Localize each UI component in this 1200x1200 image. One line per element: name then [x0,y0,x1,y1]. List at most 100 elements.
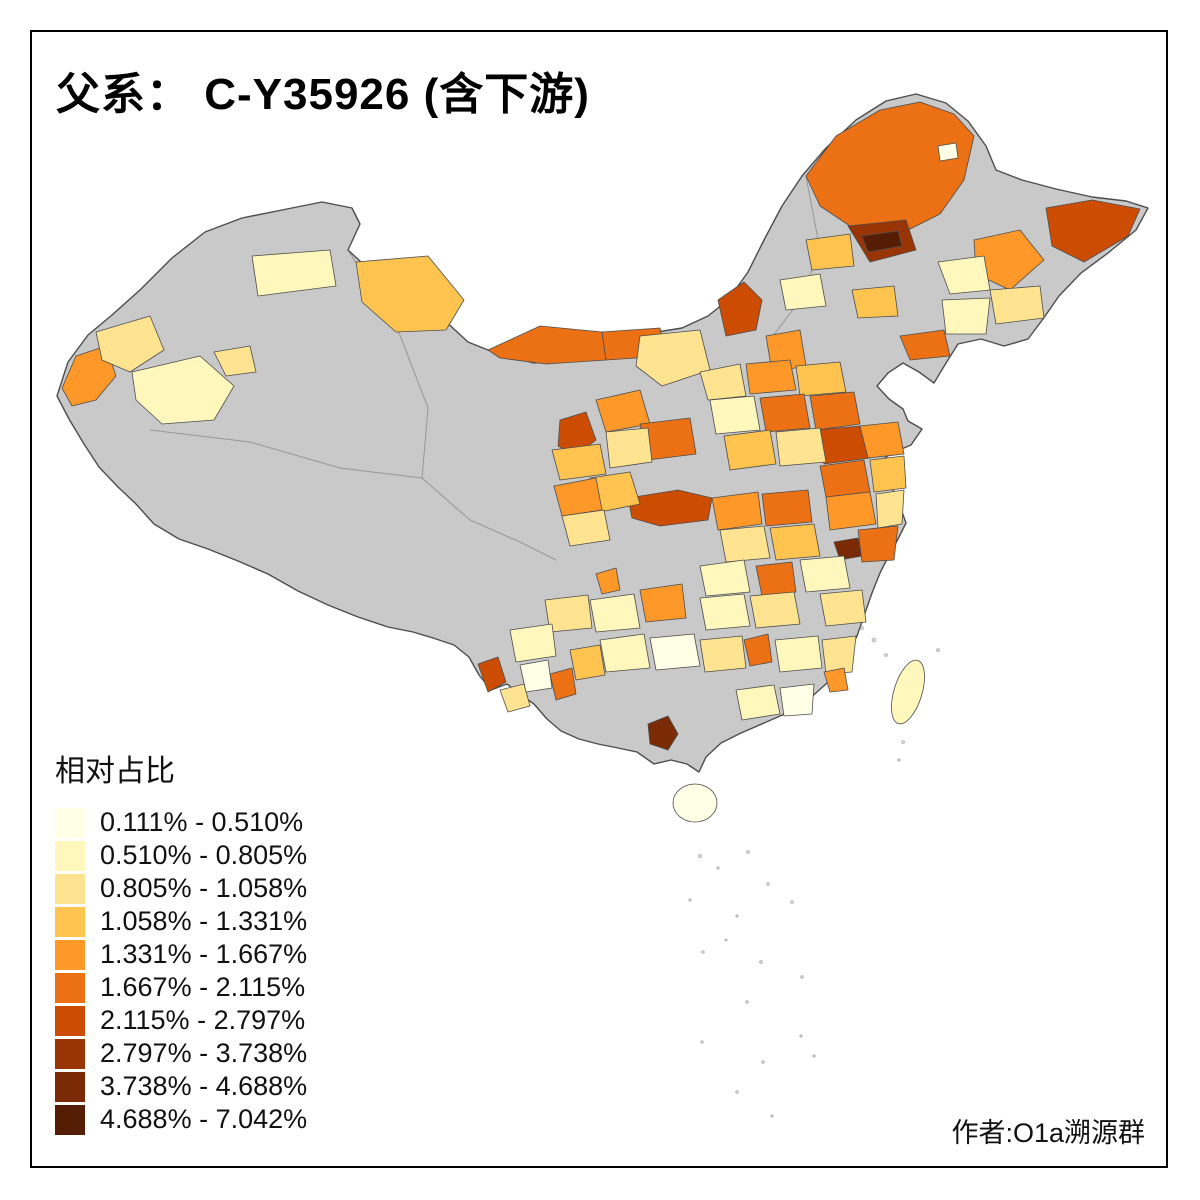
map-region [627,489,713,527]
island [770,1114,774,1118]
legend-title: 相对占比 [55,755,175,788]
map-region [595,567,621,595]
map-region [809,391,861,431]
map-region [477,656,507,693]
island [766,882,770,886]
map-region [743,633,773,667]
legend-row: 0.510% - 0.805% [55,839,307,872]
legend-row: 1.331% - 1.667% [55,938,307,971]
map-region [989,285,1045,325]
map-region [551,443,607,481]
map-region [213,345,257,377]
map-region [745,359,797,395]
map-region [672,783,718,823]
map-region [251,249,337,297]
map-region [61,345,117,407]
island [700,1040,704,1044]
map-region [795,361,847,397]
legend-label: 1.058% - 1.331% [100,906,308,936]
map-region [774,635,823,673]
map-region [823,667,849,693]
island [701,950,705,954]
legend-swatch [55,972,85,1003]
map-region [544,594,593,633]
map-region [699,363,747,401]
island [746,850,750,854]
legend-row: 4.688% - 7.042% [55,1103,307,1136]
map-region [719,525,771,563]
island [688,898,692,902]
legend-swatch [55,1071,85,1102]
map-regions [61,101,1141,823]
island [871,637,877,643]
legend-label: 0.111% - 0.510% [100,807,304,837]
map-region [355,255,465,333]
map-region [819,459,871,498]
map-region [769,523,821,561]
map-region [779,273,827,311]
map-region [805,233,855,271]
map-region [941,297,991,335]
map-region [825,491,877,531]
legend-swatch [55,1005,85,1036]
map-region [699,593,751,631]
map-region [635,329,711,387]
map-region [711,491,763,531]
map-region [509,623,557,663]
legend-swatch [55,807,85,838]
map-region [699,635,747,673]
island [799,1034,803,1038]
map-region [749,591,801,629]
legend-label: 3.738% - 4.688% [100,1071,308,1101]
legend-row: 0.805% - 1.058% [55,872,307,905]
map-region [851,285,899,319]
map-region [709,395,761,435]
legend-row: 2.797% - 3.738% [55,1037,307,1070]
map-region [779,683,815,717]
island [724,938,728,942]
map-region [775,427,827,467]
island [790,900,794,904]
legend: 相对占比 0.111% - 0.510% 0.510% - 0.805% 0.805… [55,746,307,1136]
map-region [1045,199,1141,263]
map-region [869,455,907,493]
legend-label: 1.331% - 1.667% [100,939,308,969]
map-region [875,489,905,529]
legend-swatch [55,873,85,904]
legend-rows: 0.111% - 0.510% 0.510% - 0.805% 0.805% - 1… [55,806,307,1136]
map-region [755,561,797,597]
map-region [759,393,811,433]
map-region [599,633,651,673]
island [812,1054,816,1058]
map-region [647,715,679,751]
legend-row: 0.111% - 0.510% [55,806,307,839]
legend-label: 1.667% - 2.115% [100,972,306,1002]
map-region [799,555,851,593]
legend-swatch [55,1104,85,1135]
map-region [487,325,607,365]
map-region [857,525,899,563]
map-region [605,427,653,469]
map-region [561,509,611,547]
map-region [519,659,553,693]
map-region [859,421,905,459]
island [716,866,720,870]
island-specks [688,626,940,1118]
map-region [549,667,577,701]
legend-row: 2.115% - 2.797% [55,1004,307,1037]
island [936,648,940,652]
legend-swatch [55,906,85,937]
map-region [649,633,701,671]
page-title: 父系： C-Y35926 (含下游) [56,70,590,119]
map-region [821,635,857,675]
island [761,1060,765,1064]
legend-label: 2.115% - 2.797% [100,1005,306,1035]
legend-row: 1.058% - 1.331% [55,905,307,938]
legend-row: 3.738% - 4.688% [55,1070,307,1103]
legend-label: 0.805% - 1.058% [100,873,308,903]
legend-swatch [55,939,85,970]
island [735,1090,739,1094]
island [698,854,702,858]
legend-row: 1.667% - 2.115% [55,971,307,1004]
map-region [131,355,235,425]
